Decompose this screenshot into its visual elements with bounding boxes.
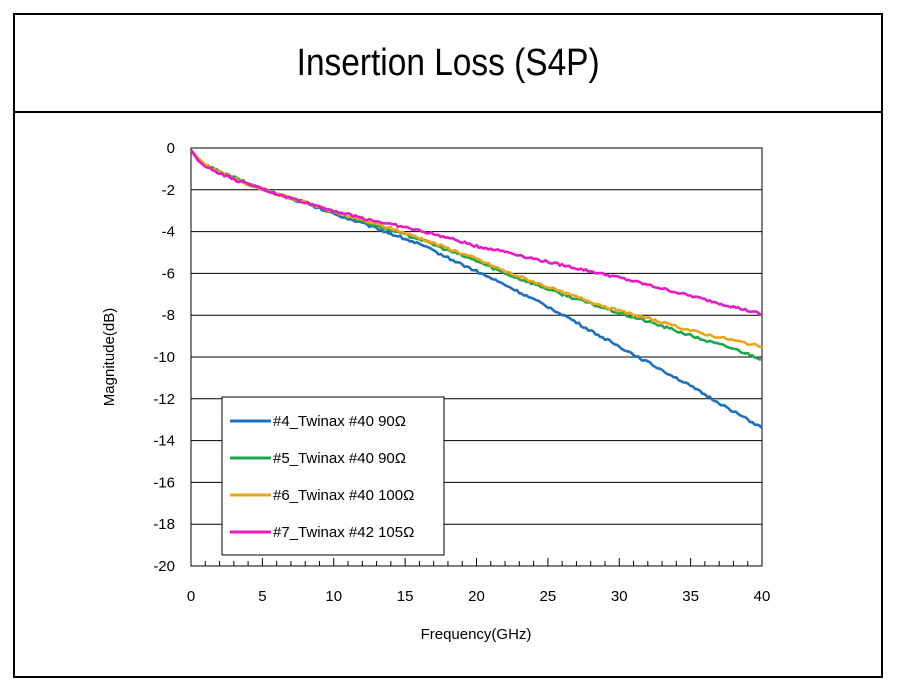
x-tick-labels: 0 5 10 15 20 25 30 35 40 (187, 588, 771, 605)
y-tick-label: -2 (162, 182, 175, 199)
x-tick-label: 25 (540, 588, 557, 605)
y-tick-label: -20 (153, 558, 175, 575)
x-minor-ticks (190, 558, 763, 566)
y-tick-label: 0 (167, 140, 175, 157)
legend: #4_Twinax #40 90Ω #5_Twinax #40 90Ω #6_Twi… (221, 396, 445, 556)
series-lines (189, 149, 763, 430)
y-tick-label: -16 (153, 474, 175, 491)
legend-label: #6_Twinax #40 100Ω (273, 487, 414, 504)
y-tick-label: -12 (153, 391, 175, 408)
y-tick-label: -8 (162, 307, 175, 324)
y-tick-label: -6 (162, 265, 175, 282)
legend-label: #7_Twinax #42 105Ω (273, 524, 414, 541)
y-tick-label: -4 (162, 224, 175, 241)
x-tick-label: 0 (187, 588, 195, 605)
series-line-3 (190, 149, 763, 349)
x-tick-label: 15 (397, 588, 414, 605)
y-tick-label: -14 (153, 433, 175, 450)
x-tick-label: 30 (611, 588, 628, 605)
y-tick-label: -18 (153, 516, 175, 533)
legend-label: #5_Twinax #40 90Ω (273, 450, 406, 467)
series-line-4 (189, 149, 763, 316)
legend-box (221, 396, 445, 556)
x-tick-label: 20 (468, 588, 485, 605)
y-tick-labels: 0 -2 -4 -6 -8 -10 -12 -14 -16 -18 -20 (153, 140, 175, 575)
legend-label: #4_Twinax #40 90Ω (273, 413, 406, 430)
y-axis-title: Magnitude(dB) (101, 308, 118, 406)
x-tick-label: 5 (258, 588, 266, 605)
x-tick-label: 10 (325, 588, 342, 605)
chart-title-bar: Insertion Loss (S4P) (15, 15, 881, 113)
y-tick-label: -10 (153, 349, 175, 366)
series-line-1 (190, 149, 763, 430)
chart-title: Insertion Loss (S4P) (296, 41, 600, 84)
x-tick-label: 40 (754, 588, 771, 605)
x-axis-title: Frequency(GHz) (421, 626, 532, 643)
chart-frame: Insertion Loss (S4P) (13, 13, 883, 678)
x-tick-label: 35 (682, 588, 699, 605)
series-line-2 (190, 149, 763, 361)
